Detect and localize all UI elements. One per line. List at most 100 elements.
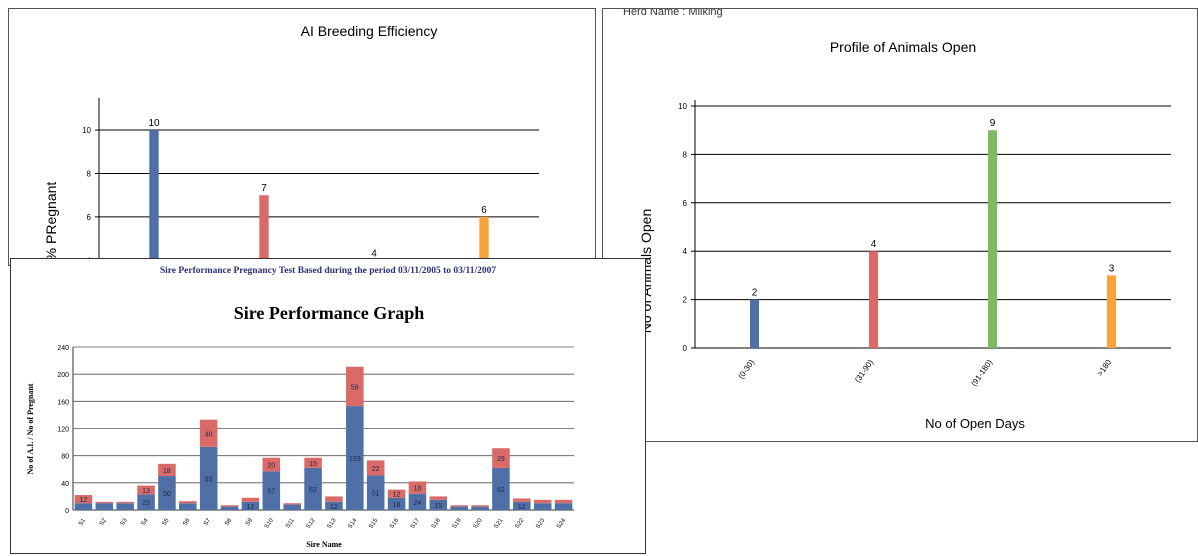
data-label: 12 [247,504,255,511]
stacked-bar-segment [450,506,468,510]
x-tick-label: S20 [473,517,484,530]
y-tick-label: 6 [683,199,688,208]
x-tick-label: S16 [389,517,400,530]
data-label: 50 [163,491,171,498]
y-tick-label: 0 [683,344,688,353]
x-tick-label: S22 [514,517,525,530]
sire-performance-chart: Sire Performance Graph 0 40 80 120 160 200 240 1… [26,303,574,549]
y-tick-label: 200 [57,372,69,379]
y-tick-label: 120 [57,427,69,434]
x-tick-label: S10 [264,517,275,530]
stacked-bar-segment [199,419,218,447]
x-tick-label: S24 [556,517,567,530]
bar [479,216,489,265]
stacked-bar-segment [74,495,93,504]
stacked-bar-segment [429,496,448,500]
x-tick-label: S8 [224,517,234,527]
data-label: 22 [372,466,380,473]
data-label: 18 [163,468,171,475]
stacked-bar-segment [262,471,281,510]
stacked-bar-segment [346,366,364,407]
data-label: 15 [434,503,442,510]
bar [749,299,760,348]
x-tick-label: S4 [141,517,151,527]
data-label: 51 [372,491,380,498]
x-tick-label: S18 [431,517,442,530]
stacked-bar-segment [533,499,552,504]
data-label: 4 [871,239,877,250]
y-tick-label: 80 [61,454,69,461]
data-label: 153 [349,456,361,463]
stacked-bar-segment [450,505,468,507]
data-label: 57 [267,489,275,496]
stacked-bar-segment [387,489,406,498]
data-label: 12 [518,504,526,511]
stacked-bar-segment [554,503,573,510]
stacked-bar-segment [220,506,239,510]
data-label: 10 [148,118,160,129]
stacked-bar-segment [429,499,448,510]
y-tick-label: 10 [678,102,687,111]
x-tick-label: S15 [368,517,379,530]
data-label: 9 [990,118,996,129]
x-tick-label: S3 [120,517,130,527]
x-tick-label: S21 [494,517,505,530]
x-tick-label: S14 [347,517,358,530]
data-label: 7 [261,183,267,194]
y-tick-label: 2 [683,296,688,305]
sire-subtitle: Sire Performance Pregnancy Test Based du… [159,266,497,276]
stacked-bar-segment [95,503,114,510]
stacked-bar-segment [346,406,364,510]
y-tick-label: 160 [57,399,69,406]
stacked-bar-segment [471,506,489,510]
x-tick-label: S23 [535,517,546,530]
data-label: 2 [752,288,758,299]
x-tick-label: S19 [452,517,463,530]
stacked-bar-segment [179,503,197,510]
y-tick-label: 8 [683,150,688,159]
ai-breeding-efficiency-panel: AI Breeding Efficiency4681010746% PRegna… [8,8,596,266]
x-tick-label: S13 [327,517,338,530]
stacked-bar-segment [158,463,176,477]
data-label: 18 [393,502,401,509]
data-label: 6 [481,205,487,216]
stacked-bar-segment [325,501,343,510]
data-label: 23 [142,500,150,507]
y-tick-label: 8 [87,169,92,178]
bar [1106,275,1117,348]
chart-title: Profile of Animals Open [830,39,976,55]
stacked-bar-segment [283,503,301,505]
stacked-bar-segment [74,503,93,510]
stacked-bar-segment [241,497,260,502]
x-tick-label: S11 [285,517,296,529]
bar [987,130,998,348]
x-tick-label: (0-30) [737,358,757,381]
x-axis-label: No of Open Days [925,416,1025,431]
stacked-bar-segment [199,446,218,510]
x-tick-label: >180 [1095,358,1113,378]
stacked-bar-segment [220,505,239,507]
data-label: 12 [80,497,88,504]
data-label: 12 [330,504,338,511]
stacked-bar-segment [408,493,427,510]
data-label: 13 [142,488,150,495]
x-tick-label: S5 [161,517,171,527]
x-tick-label: S17 [410,517,421,530]
chart-title: AI Breeding Efficiency [301,23,438,39]
x-tick-label: S6 [182,517,192,527]
y-axis-label: % PRegnant [43,182,59,261]
stacked-bar-segment [366,475,385,510]
y-tick-label: 4 [683,247,688,256]
stacked-bar-segment [387,497,406,510]
data-label: 4 [371,248,377,259]
stacked-bar-segment [325,496,343,502]
y-tick-label: 40 [61,481,69,488]
stacked-bar-segment [304,467,322,510]
data-label: 29 [497,456,505,463]
x-tick-label: S1 [78,517,88,527]
data-label: 62 [497,487,505,494]
stacked-bar-segment [408,481,427,494]
x-tick-label: (91-180) [969,358,994,388]
stacked-bar-segment [95,501,114,504]
stacked-bar-segment [116,503,134,510]
